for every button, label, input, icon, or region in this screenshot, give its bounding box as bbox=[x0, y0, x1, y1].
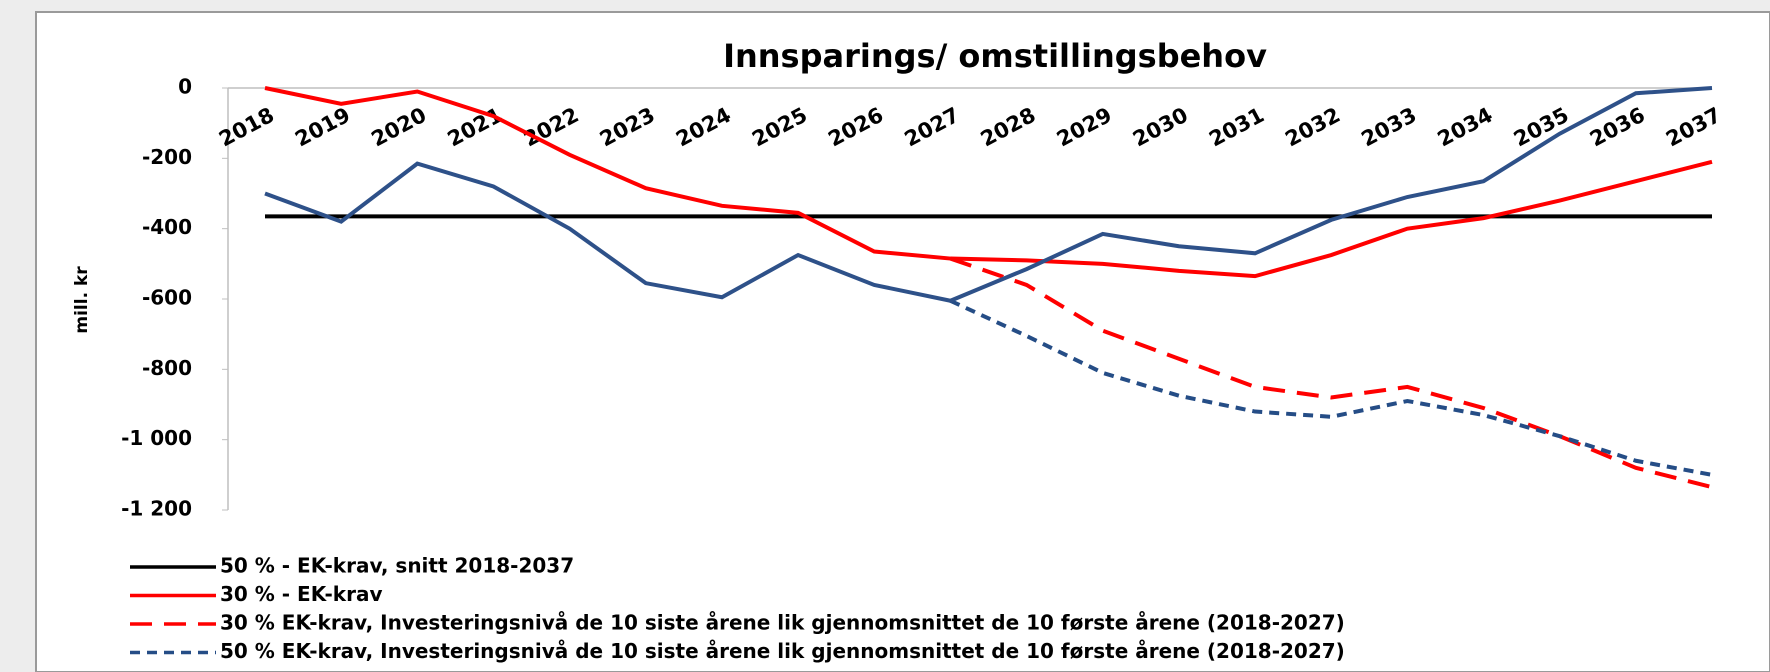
y-tick-label: -1 200 bbox=[121, 497, 192, 521]
legend-label: 50 % - EK-krav, snitt 2018-2037 bbox=[220, 554, 574, 578]
series-line bbox=[264, 86, 1713, 279]
series-line bbox=[949, 256, 1713, 490]
y-tick-label: -1 000 bbox=[121, 426, 192, 450]
y-axis-label: mill. kr bbox=[72, 266, 92, 334]
y-tick-label: -400 bbox=[142, 215, 192, 239]
legend-label: 50 % EK-krav, Investeringsnivå de 10 sis… bbox=[220, 639, 1345, 663]
legend-label: 30 % - EK-krav bbox=[220, 582, 382, 606]
y-tick-label: -800 bbox=[142, 356, 192, 380]
series-line bbox=[949, 298, 1713, 477]
series-line bbox=[264, 86, 1713, 303]
y-tick-label: -600 bbox=[142, 286, 192, 310]
chart-panel bbox=[35, 11, 1770, 672]
y-tick-label: -200 bbox=[142, 145, 192, 169]
y-tick-label: 0 bbox=[178, 75, 192, 99]
chart-title: Innsparings/ omstillingsbehov bbox=[723, 37, 1267, 75]
legend-label: 30 % EK-krav, Investeringsnivå de 10 sis… bbox=[220, 611, 1345, 635]
